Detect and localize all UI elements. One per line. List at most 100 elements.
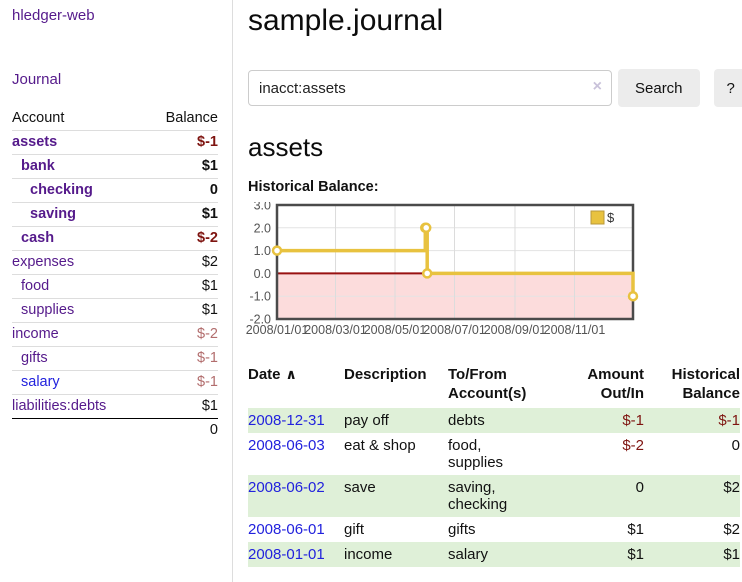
clear-search-icon[interactable]: × [592,78,602,95]
account-balance: $-1 [197,134,218,150]
transaction-accounts: salary [448,546,489,563]
transaction-balance: $1 [723,546,740,563]
y-tick-label: 0.0 [254,267,271,281]
register-header-amount: Amount Out/In [587,366,644,402]
chart-heading: Historical Balance: [248,179,379,195]
account-link[interactable]: food [21,278,50,294]
search-input-wrap: × [248,70,612,106]
account-row: salary $-1 [12,370,218,395]
accounts-total-spacer [12,419,144,443]
account-row: cash $-2 [12,226,218,251]
transaction-description: pay off [344,412,389,429]
account-row: bank $1 [12,154,218,179]
account-link[interactable]: supplies [21,302,75,318]
transaction-date-link[interactable]: 2008-06-02 [248,479,325,496]
search-form: × Search ? [248,69,742,107]
search-button[interactable]: Search [618,69,700,107]
register-header-accounts: To/From Account(s) [448,366,527,402]
sidebar: hledger-web Journal Account Balance asse… [0,0,233,582]
x-tick-label: 2008/09/01 [484,323,547,337]
transaction-date-link[interactable]: 2008-06-01 [248,521,325,538]
account-link[interactable]: liabilities:debts [12,398,107,414]
account-link[interactable]: cash [21,230,55,246]
account-link[interactable]: assets [12,134,58,150]
page-title: sample.journal [248,4,444,37]
account-balance: $-2 [197,230,218,246]
x-tick-label: 2008/11/01 [544,323,606,337]
accounts-table-header-balance: Balance [165,110,218,126]
account-balance: $1 [201,206,218,222]
account-link[interactable]: checking [30,182,93,198]
account-row: gifts $-1 [12,346,218,371]
data-point-marker [420,222,432,234]
account-balance: $1 [201,302,218,318]
account-row: supplies $1 [12,298,218,323]
account-link[interactable]: saving [30,206,76,222]
data-point-marker [271,245,283,256]
y-tick-label: 1.0 [254,244,271,258]
transaction-balance: $2 [723,479,740,496]
data-point-marker [627,290,639,302]
account-link[interactable]: bank [21,158,55,174]
transaction-description: save [344,479,376,496]
plot-border [275,203,635,321]
transaction-row: 2008-01-01 income salary $1 $1 [248,542,740,567]
historical-balance-chart: 3.0 2.0 1.0 0.0 -1.0 -2.02008/01/012008/03/01… [246,202,639,337]
account-balance: $1 [201,398,218,414]
transaction-accounts: debts [448,412,485,429]
legend-swatch [590,210,605,225]
search-input[interactable] [248,70,612,106]
account-row: checking 0 [12,178,218,203]
account-link[interactable]: gifts [21,350,48,366]
transaction-amount: $1 [627,521,644,538]
transaction-accounts: food, supplies [448,437,504,471]
transaction-date-link[interactable]: 2008-12-31 [248,412,325,429]
account-balance: $-1 [197,350,218,366]
register-header-balance: Historical Balance [671,366,740,402]
register-header-date[interactable]: Date ∧ [248,366,297,383]
transaction-balance: $2 [723,521,740,538]
transaction-amount: $1 [627,546,644,563]
sidebar-item-journal[interactable]: Journal [12,71,62,88]
account-balance: 0 [209,182,218,198]
account-heading: assets [248,132,324,162]
transaction-amount: $-2 [622,437,644,454]
account-row: saving $1 [12,202,218,227]
transaction-row: 2008-06-03 eat & shop food, supplies $-2… [248,433,740,475]
help-button[interactable]: ? [713,69,742,107]
x-tick-label: 2008/01/01 [246,323,309,337]
transaction-row: 2008-06-02 save saving, checking 0 $2 [248,475,740,517]
transaction-amount: $-1 [622,412,644,429]
register-table: Date ∧ Description To/From Account(s) Amo… [248,363,740,567]
transaction-row: 2008-12-31 pay off debts $-1 $-1 [248,408,740,433]
transaction-amount: 0 [635,479,644,496]
account-balance: $-1 [197,374,218,390]
account-link[interactable]: salary [21,374,60,390]
main-content: sample.journal × Search ? assets Histori… [233,0,742,582]
transaction-accounts: gifts [448,521,476,538]
transaction-balance: $-1 [718,412,740,429]
transaction-description: income [344,546,393,563]
account-balance: $1 [201,158,218,174]
account-balance: $2 [201,254,218,270]
x-tick-label: 2008/05/01 [364,323,427,337]
transaction-date-link[interactable]: 2008-01-01 [248,546,325,563]
brand-link[interactable]: hledger-web [12,7,95,24]
accounts-table: Account Balance assets $-1 bank $1 check… [12,107,218,442]
accounts-total-value: 0 [209,422,218,438]
y-tick-label: 2.0 [254,221,271,235]
account-row: expenses $2 [12,250,218,275]
x-tick-label: 2008/03/01 [304,323,367,337]
transaction-date-link[interactable]: 2008-06-03 [248,437,325,454]
y-tick-label: -2.0 [249,313,271,327]
account-row: liabilities:debts $1 [12,394,218,419]
accounts-table-header-account: Account [12,110,65,126]
account-row: income $-2 [12,322,218,347]
account-link[interactable]: expenses [12,254,75,270]
account-row: food $1 [12,274,218,299]
y-tick-label: -1.0 [249,290,271,304]
transaction-description: gift [344,521,365,538]
account-link[interactable]: income [12,326,59,342]
transaction-description: eat & shop [344,437,416,454]
y-tick-label: 3.0 [254,202,271,213]
